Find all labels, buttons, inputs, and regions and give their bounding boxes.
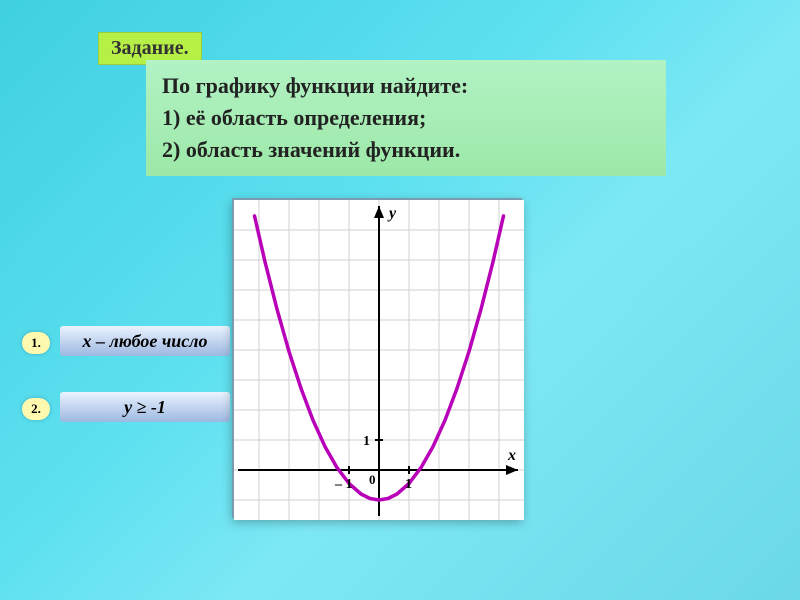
task-badge-text: Задание. [111, 37, 189, 59]
answer-pill-1: x – любое число [60, 326, 230, 356]
answer-badge-1-text: 1. [31, 335, 41, 351]
svg-text:1: 1 [363, 434, 370, 449]
answer-badge-2: 2. [22, 398, 50, 420]
svg-text:x: x [507, 447, 516, 464]
question-box: По графику функции найдите: 1) её област… [146, 60, 666, 176]
question-line-1: По графику функции найдите: [162, 70, 650, 102]
answer-badge-2-text: 2. [31, 401, 41, 417]
answer-badge-1: 1. [22, 332, 50, 354]
answer-pill-2: y ≥ -1 [60, 392, 230, 422]
chart-container: y x 0 1 – 1 1 [232, 198, 522, 518]
svg-text:1: 1 [405, 477, 412, 492]
question-line-2: 1) её область определения; [162, 102, 650, 134]
parabola-chart: y x 0 1 – 1 1 [234, 200, 524, 520]
svg-text:0: 0 [369, 472, 376, 487]
answer-pill-2-text: y ≥ -1 [124, 397, 166, 418]
svg-text:y: y [387, 205, 397, 222]
answer-pill-1-text: x – любое число [82, 331, 207, 352]
svg-text:– 1: – 1 [334, 477, 353, 492]
question-line-3: 2) область значений функции. [162, 134, 650, 166]
